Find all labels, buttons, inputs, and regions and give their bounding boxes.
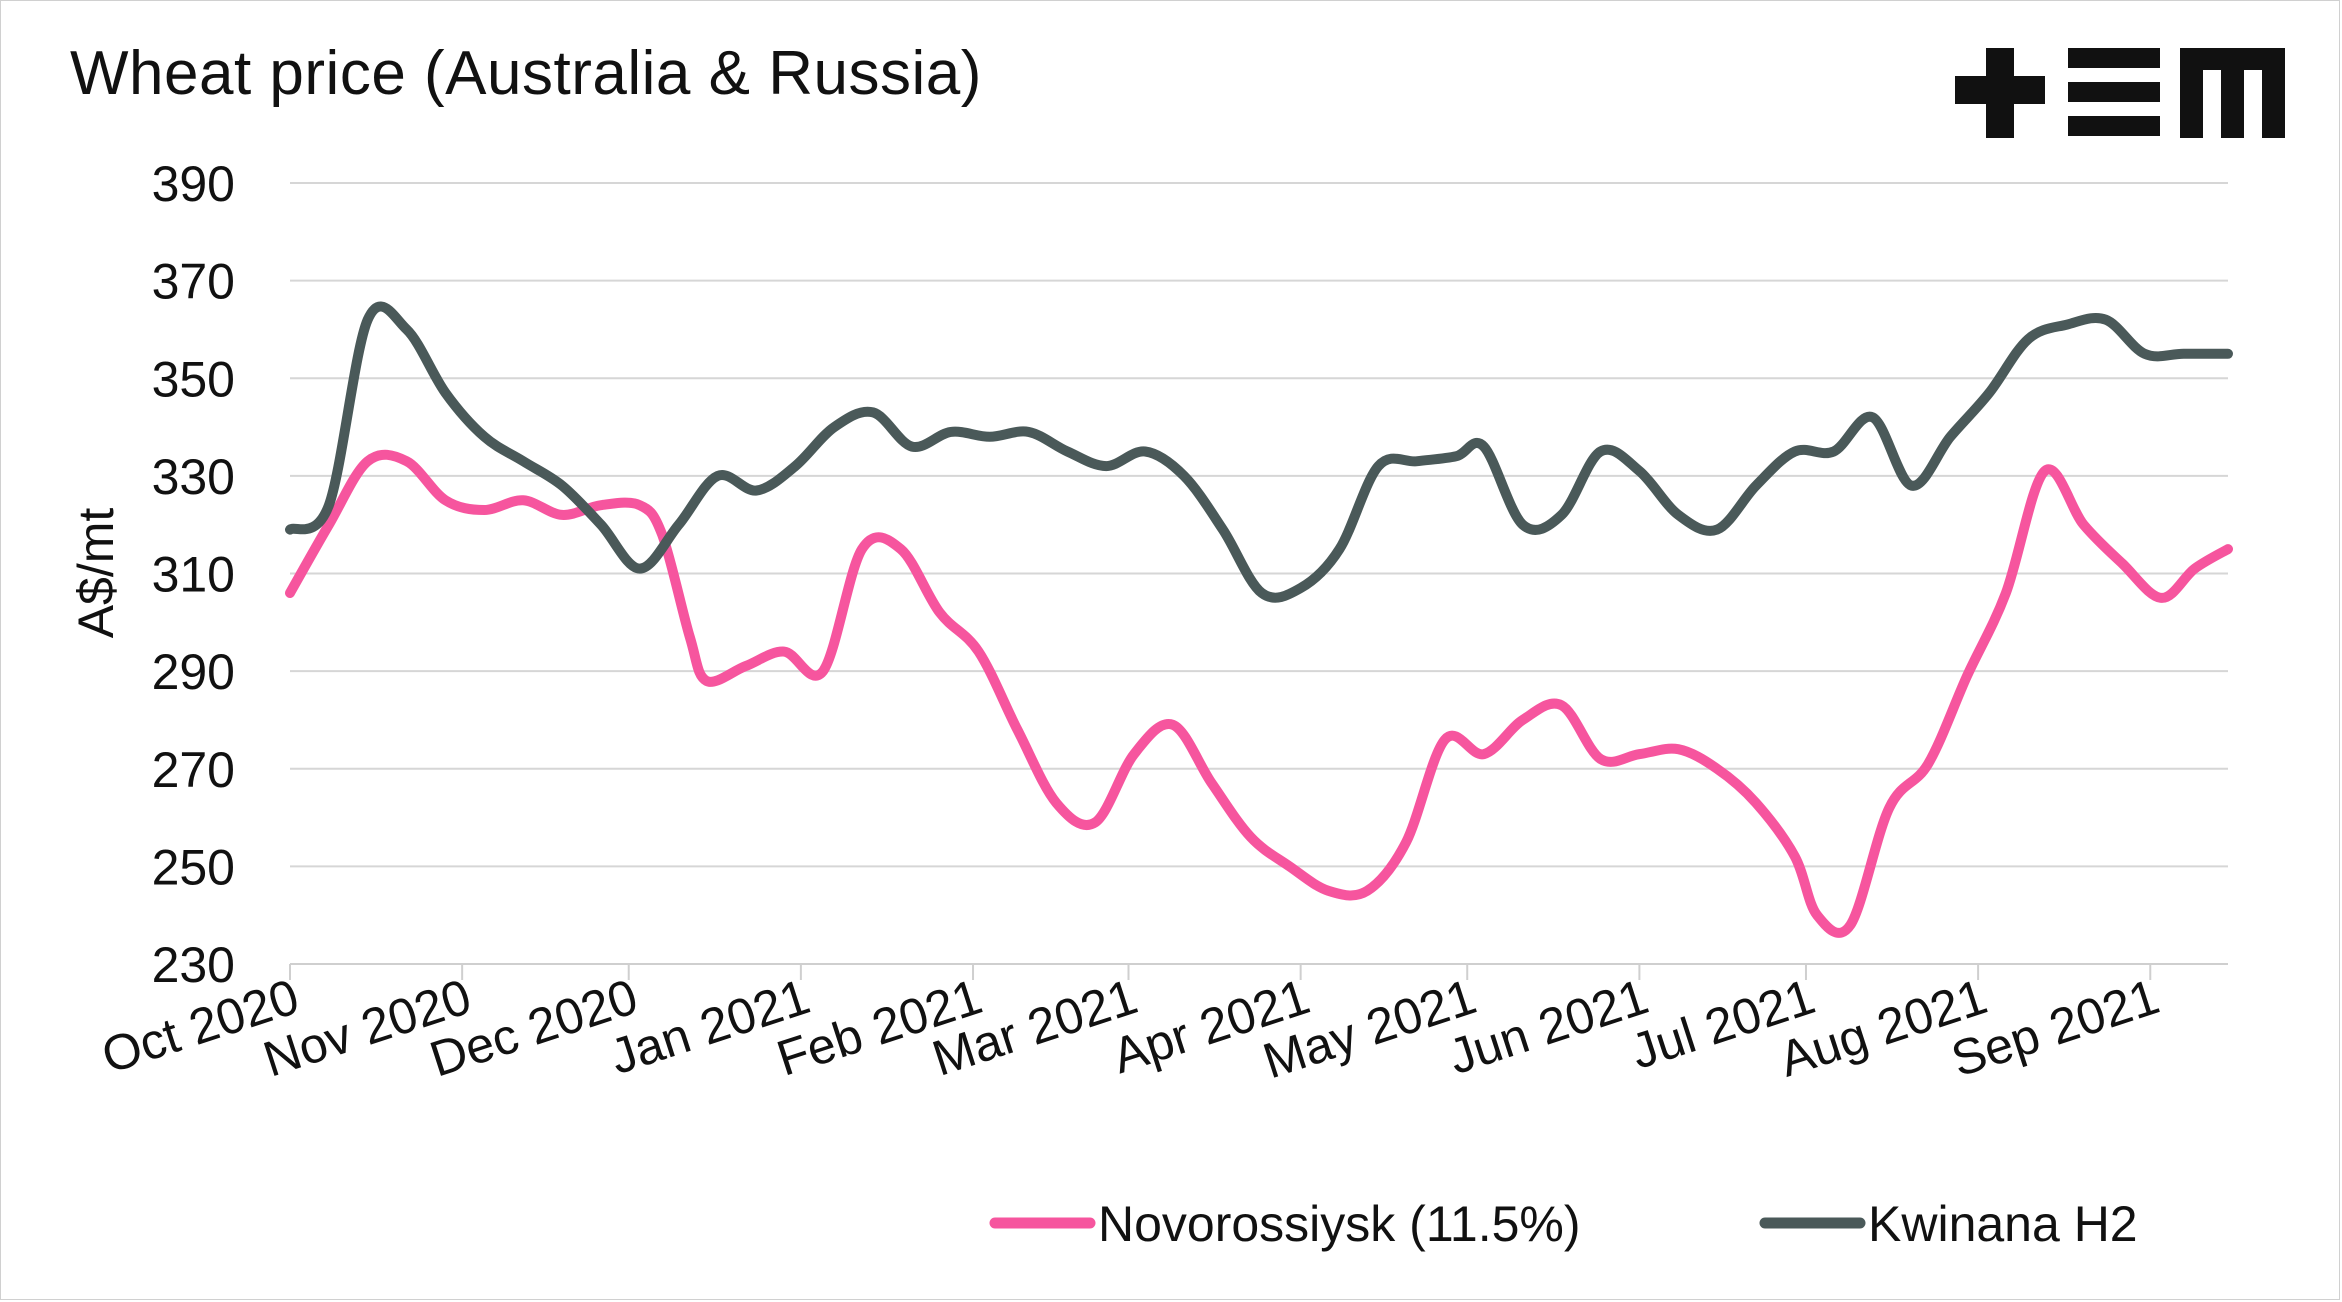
- chart-title: Wheat price (Australia & Russia): [70, 39, 982, 108]
- legend: Novorossiysk (11.5%) Kwinana H2: [989, 1196, 2138, 1252]
- y-axis-ticks: 230 250 270 290 310 330 350 370 390: [152, 156, 235, 993]
- series-lines: [285, 301, 2233, 938]
- y-tick-label: 230: [152, 937, 235, 993]
- tem-logo: [1955, 48, 2285, 138]
- y-tick-label: 330: [152, 449, 235, 505]
- y-tick-label: 250: [152, 839, 235, 895]
- y-tick-label: 350: [152, 351, 235, 407]
- gridlines: [290, 182, 2228, 868]
- x-tick-label: Jun 2021: [1442, 968, 1655, 1085]
- legend-label: Novorossiysk (11.5%): [1098, 1196, 1581, 1252]
- y-tick-label: 270: [152, 742, 235, 798]
- legend-label: Kwinana H2: [1868, 1196, 2138, 1252]
- y-axis-label: A$/mt: [68, 508, 124, 639]
- series-line-1: [285, 301, 2233, 603]
- y-tick-label: 290: [152, 644, 235, 700]
- y-tick-label: 390: [152, 156, 235, 212]
- y-tick-label: 370: [152, 254, 235, 310]
- y-tick-label: 310: [152, 547, 235, 603]
- series-line-0: [285, 449, 2233, 938]
